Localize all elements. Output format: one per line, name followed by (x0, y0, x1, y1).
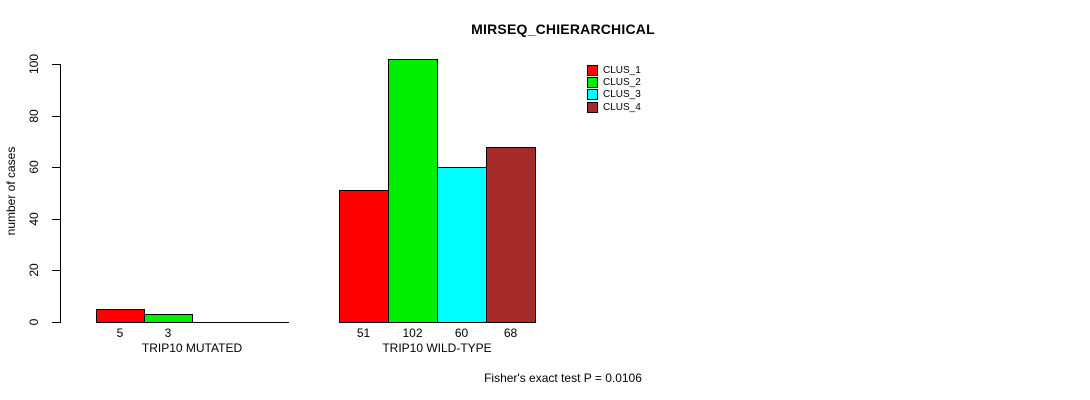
bar-clus_2 (144, 314, 193, 323)
legend-label: CLUS_1 (603, 64, 641, 76)
bar-value-label: 51 (356, 326, 371, 340)
y-tick-label: 0 (27, 318, 41, 326)
y-tick-label: 60 (27, 160, 41, 174)
legend: CLUS_1 CLUS_2 CLUS_3 CLUS_4 (587, 64, 641, 114)
y-tick (52, 167, 60, 168)
bar-value-label: 68 (503, 326, 518, 340)
group-label: TRIP10 WILD-TYPE (382, 341, 492, 355)
bar-clus_1 (96, 309, 145, 323)
legend-swatch (587, 77, 598, 89)
legend-label: CLUS_3 (603, 89, 641, 101)
legend-label: CLUS_2 (603, 77, 641, 89)
bar-clus_2 (388, 59, 438, 323)
bar-value-label: 3 (164, 326, 172, 340)
legend-item: CLUS_1 (587, 64, 641, 76)
legend-item: CLUS_4 (587, 101, 641, 113)
footer-annotation: Fisher's exact test P = 0.0106 (484, 371, 642, 385)
legend-item: CLUS_2 (587, 76, 641, 89)
group-label: TRIP10 MUTATED (141, 341, 243, 355)
y-tick (52, 219, 60, 220)
bar-clus_3 (437, 167, 487, 323)
y-axis (60, 64, 61, 323)
y-tick (52, 64, 60, 65)
y-tick (52, 116, 60, 117)
bar-value-label: 5 (116, 326, 124, 340)
chart-title: MIRSEQ_CHIERARCHICAL (471, 21, 655, 37)
legend-swatch (587, 89, 598, 101)
y-tick-label: 20 (27, 263, 41, 277)
bar-clus_1 (339, 190, 389, 323)
bar-value-label: 60 (454, 326, 469, 340)
legend-label: CLUS_4 (603, 101, 641, 113)
bar-value-label: 102 (402, 326, 423, 340)
y-tick-label: 80 (27, 109, 41, 123)
legend-swatch (587, 101, 598, 113)
y-tick-label: 40 (27, 212, 41, 226)
bar-clus_4 (486, 147, 536, 323)
y-tick-label: 100 (27, 53, 41, 75)
y-tick (52, 322, 60, 323)
y-tick (52, 270, 60, 271)
legend-item: CLUS_3 (587, 89, 641, 101)
legend-swatch (587, 64, 598, 76)
